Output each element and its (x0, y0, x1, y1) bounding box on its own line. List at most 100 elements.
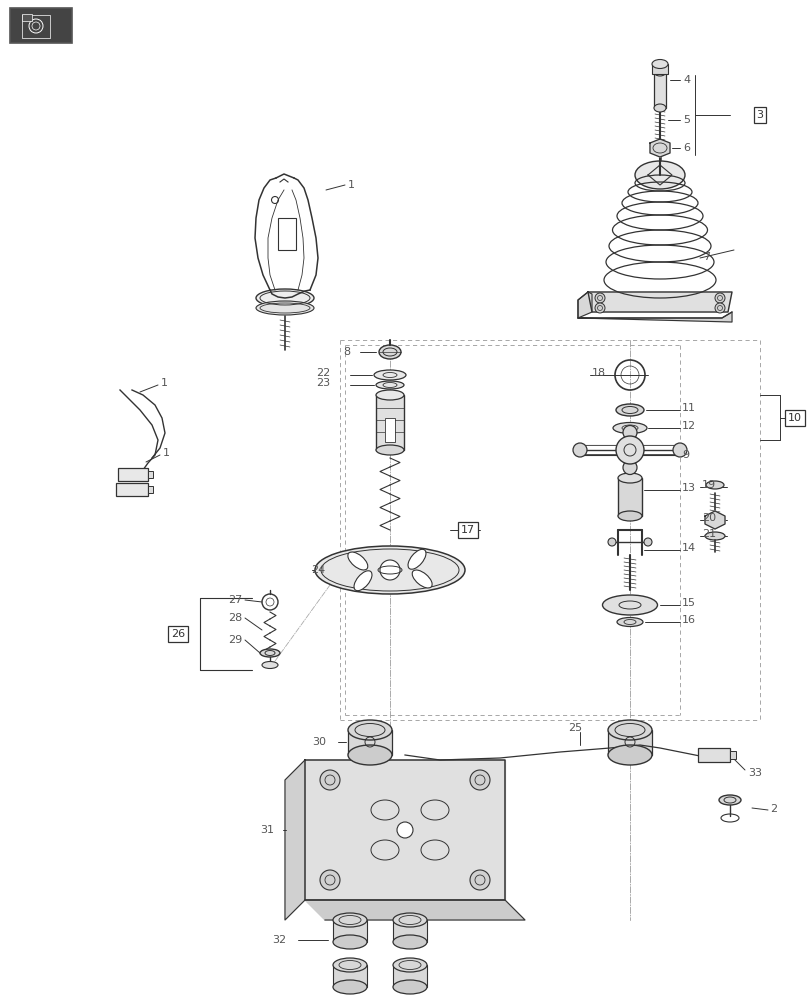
Ellipse shape (255, 289, 314, 307)
Bar (116, 483, 148, 496)
Text: 25: 25 (567, 723, 581, 733)
Circle shape (622, 460, 636, 475)
Ellipse shape (347, 552, 367, 570)
Text: 13: 13 (681, 483, 695, 493)
Ellipse shape (617, 473, 642, 483)
Bar (277, 218, 296, 250)
Ellipse shape (705, 481, 723, 489)
Polygon shape (649, 139, 669, 157)
Polygon shape (577, 292, 591, 318)
Text: 32: 32 (272, 935, 285, 945)
Bar (697, 748, 729, 762)
Ellipse shape (348, 745, 392, 765)
Text: 6: 6 (682, 143, 689, 153)
Circle shape (380, 560, 400, 580)
Bar (148, 471, 152, 478)
Bar (651, 64, 667, 74)
Text: 22: 22 (315, 368, 329, 378)
Text: 18: 18 (591, 368, 605, 378)
Ellipse shape (255, 301, 314, 315)
Ellipse shape (651, 60, 667, 69)
Ellipse shape (374, 370, 406, 380)
Ellipse shape (333, 913, 367, 927)
Circle shape (470, 870, 489, 890)
Polygon shape (285, 760, 305, 920)
Text: 26: 26 (171, 629, 185, 639)
Text: 20: 20 (702, 513, 715, 523)
Text: 8: 8 (342, 347, 350, 357)
Text: 24: 24 (311, 565, 324, 575)
Text: 1: 1 (161, 378, 168, 388)
Circle shape (607, 538, 616, 546)
Ellipse shape (315, 546, 465, 594)
Circle shape (622, 426, 636, 440)
Ellipse shape (616, 617, 642, 626)
Circle shape (320, 770, 340, 790)
Text: 11: 11 (681, 403, 695, 413)
Text: 19: 19 (702, 480, 715, 490)
Bar (148, 486, 152, 493)
Bar (393, 920, 427, 942)
Text: 33: 33 (747, 768, 761, 778)
Ellipse shape (634, 161, 684, 189)
Text: 7: 7 (702, 252, 710, 262)
Circle shape (714, 303, 724, 313)
Ellipse shape (260, 649, 280, 657)
Ellipse shape (407, 549, 426, 569)
Ellipse shape (262, 662, 277, 668)
Text: 14: 14 (681, 543, 695, 553)
Ellipse shape (607, 720, 651, 740)
Text: 29: 29 (227, 635, 242, 645)
Bar (384, 418, 394, 442)
Ellipse shape (412, 570, 431, 588)
Text: 17: 17 (461, 525, 474, 535)
Text: 5: 5 (682, 115, 689, 125)
Ellipse shape (607, 745, 651, 765)
Ellipse shape (333, 935, 367, 949)
Circle shape (672, 443, 686, 457)
Ellipse shape (375, 445, 404, 455)
Text: 3: 3 (756, 110, 762, 120)
Polygon shape (305, 760, 504, 900)
Bar (348, 730, 392, 755)
Bar (118, 468, 148, 481)
Ellipse shape (653, 68, 665, 76)
Bar (375, 395, 404, 450)
Ellipse shape (333, 958, 367, 972)
Circle shape (573, 443, 586, 457)
Text: 1: 1 (348, 180, 354, 190)
Bar (729, 751, 735, 759)
Circle shape (594, 303, 604, 313)
Circle shape (594, 293, 604, 303)
Ellipse shape (718, 795, 740, 805)
Ellipse shape (393, 980, 427, 994)
Ellipse shape (354, 571, 371, 591)
Ellipse shape (616, 404, 643, 416)
Circle shape (643, 538, 651, 546)
Text: 23: 23 (315, 378, 329, 388)
Polygon shape (587, 292, 731, 312)
Ellipse shape (393, 958, 427, 972)
Bar (607, 730, 651, 755)
Circle shape (616, 436, 643, 464)
Bar (653, 72, 665, 108)
Text: 16: 16 (681, 615, 695, 625)
Circle shape (470, 770, 489, 790)
Bar (333, 965, 367, 987)
Ellipse shape (653, 104, 665, 112)
Bar (393, 965, 427, 987)
Circle shape (320, 870, 340, 890)
Ellipse shape (704, 532, 724, 540)
Ellipse shape (617, 511, 642, 521)
Bar (333, 920, 367, 942)
Text: 30: 30 (311, 737, 325, 747)
Text: 15: 15 (681, 598, 695, 608)
Circle shape (397, 822, 413, 838)
Ellipse shape (375, 381, 404, 389)
Ellipse shape (379, 345, 401, 359)
Ellipse shape (348, 720, 392, 740)
Text: 12: 12 (681, 421, 695, 431)
Text: 27: 27 (227, 595, 242, 605)
Ellipse shape (393, 913, 427, 927)
Ellipse shape (375, 390, 404, 400)
